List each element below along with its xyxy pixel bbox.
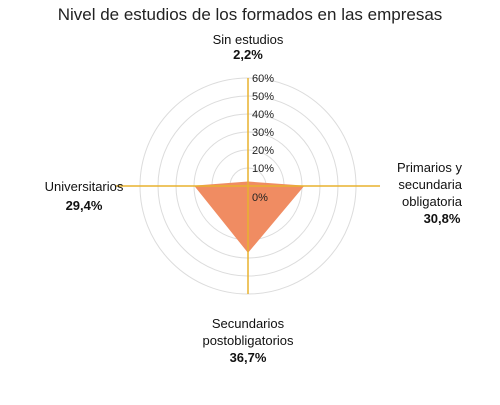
- axis-lines: [116, 78, 380, 294]
- category-label-group: Universitarios 29,4%: [45, 179, 124, 213]
- category-label: secundaria: [398, 177, 462, 192]
- category-label: Universitarios: [45, 179, 124, 194]
- category-label: Secundarios: [212, 316, 285, 331]
- data-area-layer: [194, 181, 305, 253]
- tick-labels: 0% 10% 20% 30% 40% 50% 60%: [252, 73, 274, 204]
- category-value-label: 36,7%: [230, 350, 267, 365]
- tick-label-50: 50%: [252, 91, 274, 103]
- category-value-label: 2,2%: [233, 47, 263, 62]
- category-label: Primarios y: [397, 160, 463, 175]
- tick-label-40: 40%: [252, 109, 274, 121]
- category-label: Sin estudios: [213, 32, 284, 47]
- category-label: obligatoria: [402, 194, 463, 209]
- tick-label-60: 60%: [252, 73, 274, 85]
- tick-label-0: 0%: [252, 192, 268, 204]
- tick-label-20: 20%: [252, 145, 274, 157]
- data-area: [194, 181, 305, 253]
- category-value-label: 29,4%: [66, 198, 103, 213]
- category-label: postobligatorios: [202, 333, 294, 348]
- chart-title: Nivel de estudios de los formados en las…: [58, 5, 443, 24]
- tick-label-10: 10%: [252, 163, 274, 175]
- category-label-group: Secundarios postobligatorios 36,7%: [202, 316, 294, 365]
- category-value-label: 30,8%: [424, 211, 461, 226]
- category-label-group: Primarios y secundaria obligatoria 30,8%: [397, 160, 463, 226]
- tick-label-30: 30%: [252, 127, 274, 139]
